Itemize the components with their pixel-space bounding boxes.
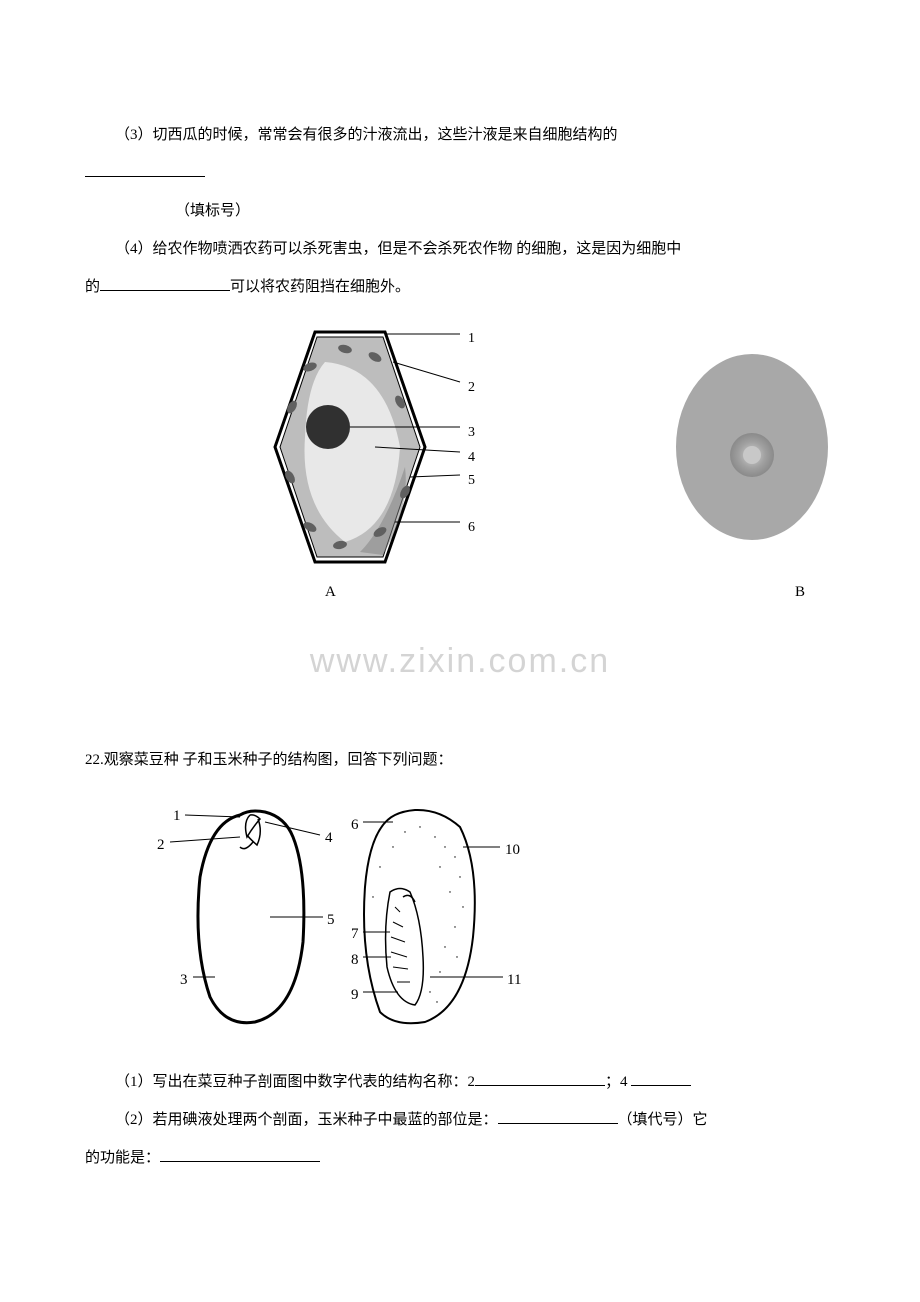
animal-cell-diagram bbox=[670, 350, 835, 545]
q4-line2: 的 可以将农药阻挡在细胞外。 bbox=[85, 272, 835, 302]
cell-diagram-row: 1 2 3 4 5 6 bbox=[225, 327, 835, 567]
seed-label-2: 2 bbox=[157, 830, 165, 860]
q3-text-b: （填标号） bbox=[175, 203, 250, 219]
seed-diagram: 1 2 3 4 5 6 7 8 9 10 11 bbox=[145, 797, 525, 1037]
q3-line2 bbox=[85, 158, 835, 188]
q4-blank bbox=[100, 290, 230, 291]
seed-label-1: 1 bbox=[173, 801, 181, 831]
q22-sub1-b: ；4 bbox=[605, 1074, 631, 1090]
seed-svg bbox=[145, 797, 525, 1037]
seed-label-10: 10 bbox=[505, 835, 520, 865]
q3-line3: （填标号） bbox=[85, 196, 835, 226]
plant-label-2: 2 bbox=[468, 374, 475, 402]
watermark: www.zixin.com.cn bbox=[85, 627, 835, 695]
q4-text-b: 的 bbox=[85, 279, 100, 295]
q22-sub2c: 的功能是： bbox=[85, 1143, 835, 1173]
animal-cell-svg bbox=[670, 350, 835, 545]
label-b: B bbox=[795, 577, 805, 607]
q4-text-c: 可以将农药阻挡在细胞外。 bbox=[230, 279, 410, 295]
q22-sub2: （2）若用碘液处理两个剖面，玉米种子中最蓝的部位是： （填代号）它 bbox=[85, 1105, 835, 1135]
label-a: A bbox=[325, 577, 336, 607]
q22-sub1: （1）写出在菜豆种子剖面图中数字代表的结构名称：2 ；4 bbox=[85, 1067, 835, 1097]
plant-label-5: 5 bbox=[468, 467, 475, 495]
q3-line1: （3）切西瓜的时候，常常会有很多的汁液流出，这些汁液是来自细胞结构的 bbox=[85, 120, 835, 150]
seed-label-11: 11 bbox=[507, 965, 521, 995]
q22-sub1-a: （1）写出在菜豆种子剖面图中数字代表的结构名称：2 bbox=[115, 1074, 475, 1090]
q22-sub2-a: （2）若用碘液处理两个剖面，玉米种子中最蓝的部位是： bbox=[115, 1112, 498, 1128]
q22-intro: 22.观察菜豆种 子和玉米种子的结构图，回答下列问题： bbox=[85, 745, 835, 775]
q22-sub2-blank2 bbox=[160, 1161, 320, 1162]
seed-label-8: 8 bbox=[351, 945, 359, 975]
cell-label-row: A B bbox=[325, 577, 805, 607]
plant-cell-svg bbox=[225, 327, 485, 567]
q22-sub1-blank2 bbox=[631, 1085, 691, 1086]
seed-label-5: 5 bbox=[327, 905, 335, 935]
q4-line1: （4）给农作物喷洒农药可以杀死害虫，但是不会杀死农作物 的细胞，这是因为细胞中 bbox=[85, 234, 835, 264]
q22-sub1-blank1 bbox=[475, 1085, 605, 1086]
q3-blank bbox=[85, 176, 205, 177]
plant-label-6: 6 bbox=[468, 514, 475, 542]
q4-text-a: （4）给农作物喷洒农药可以杀死害虫，但是不会杀死农作物 的细胞，这是因为细胞中 bbox=[115, 241, 681, 257]
plant-label-1: 1 bbox=[468, 325, 475, 353]
q22-sub2-b: （填代号）它 bbox=[618, 1112, 708, 1128]
seed-label-3: 3 bbox=[180, 965, 188, 995]
seed-label-9: 9 bbox=[351, 980, 359, 1010]
plant-cell-diagram: 1 2 3 4 5 6 bbox=[225, 327, 485, 567]
q22-sub2-c: 的功能是： bbox=[85, 1150, 160, 1166]
seed-label-6: 6 bbox=[351, 810, 359, 840]
q22-sub2-blank1 bbox=[498, 1123, 618, 1124]
plant-label-3: 3 bbox=[468, 419, 475, 447]
seed-label-4: 4 bbox=[325, 823, 333, 853]
q3-text-a: （3）切西瓜的时候，常常会有很多的汁液流出，这些汁液是来自细胞结构的 bbox=[115, 127, 618, 143]
